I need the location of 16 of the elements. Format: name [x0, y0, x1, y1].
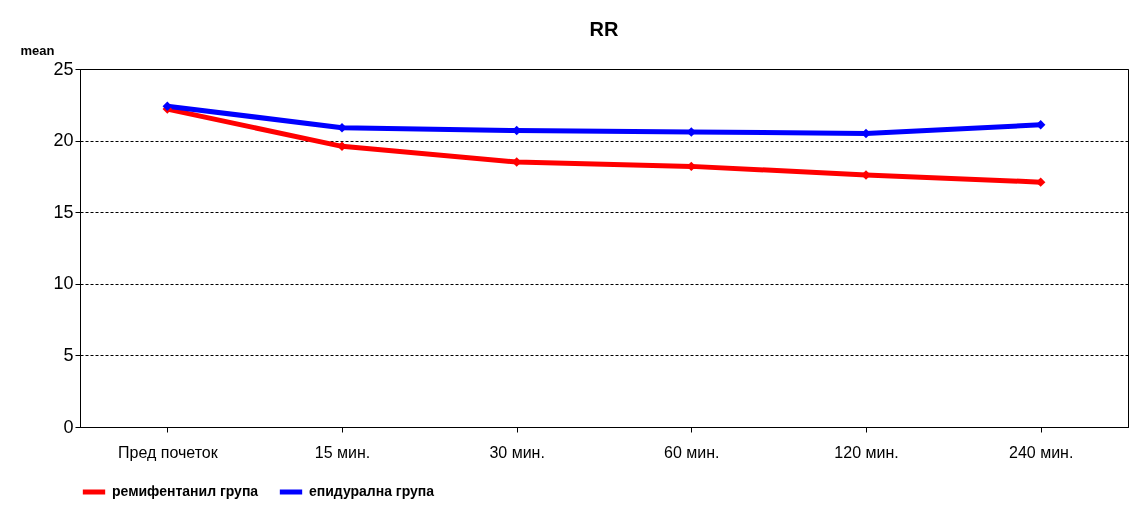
chart-title: RR	[589, 18, 619, 40]
y-tick-label: 0	[63, 416, 74, 437]
x-tick-label: 15 мин.	[314, 443, 371, 461]
x-tick-label: 240 мин.	[1008, 443, 1074, 461]
x-tick-label: 60 мин.	[664, 443, 720, 461]
legend-label: ремифентанил група	[112, 483, 259, 499]
x-tick-label: Пред почеток	[117, 443, 219, 461]
y-tick-label: 5	[63, 344, 74, 365]
legend-label: епидурална група	[309, 483, 435, 499]
y-tick-label: 25	[53, 58, 74, 79]
y-tick-label: 15	[53, 201, 74, 222]
y-axis-title: mean	[20, 42, 55, 58]
y-tick-label: 20	[53, 130, 74, 151]
x-tick-label: 30 мин.	[489, 443, 545, 461]
y-tick-label: 10	[53, 273, 74, 294]
x-tick-label: 120 мин.	[834, 443, 899, 461]
